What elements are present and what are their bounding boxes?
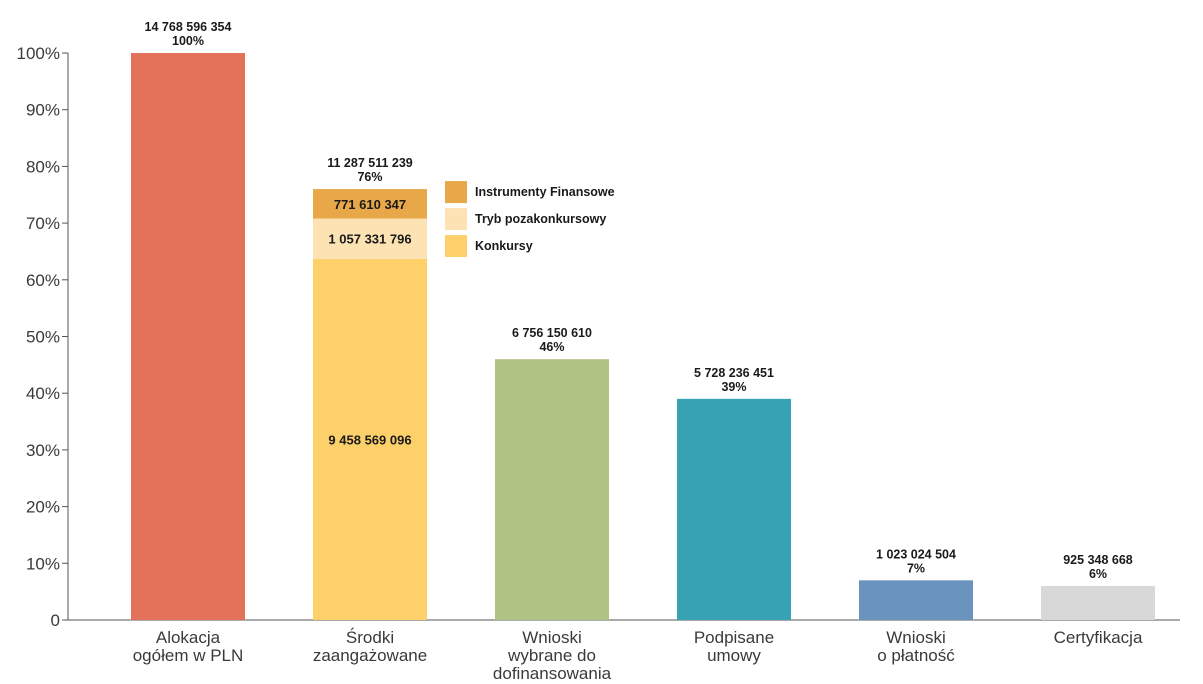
x-tick-label: Środki zaangażowane	[313, 628, 427, 665]
y-tick-label: 90%	[26, 101, 60, 120]
bar	[1041, 585, 1155, 620]
bar-amount-label: 14 768 596 354	[145, 20, 232, 34]
y-tick-label: 70%	[26, 214, 60, 233]
x-tick-label-line: Certyfikacja	[1054, 628, 1143, 647]
bar-segment	[313, 189, 427, 219]
legend: Instrumenty Finansowe Tryb pozakonkursowy…	[445, 181, 615, 258]
axes: 0 10% 20% 30% 40% 50% 60% 70% 80% 90% 100% Alokacja…	[17, 44, 1180, 683]
legend-label: Konkursy	[475, 239, 533, 253]
legend-swatch	[445, 181, 467, 204]
legend-label: Tryb pozakonkursowy	[475, 212, 606, 226]
bar	[859, 580, 973, 620]
x-tick-label-line: dofinansowania	[493, 664, 612, 683]
x-tick-label-line: ogółem w PLN	[133, 646, 244, 665]
bar-percent-label: 39%	[721, 380, 746, 394]
bars	[131, 53, 1155, 620]
bar	[677, 398, 791, 620]
x-tick-label-line: zaangażowane	[313, 646, 427, 665]
bar-percent-label: 76%	[357, 170, 382, 184]
bar-percent-label: 6%	[1089, 567, 1107, 581]
x-tick-label: Certyfikacja	[1054, 628, 1143, 647]
x-tick-label-line: Wnioski	[886, 628, 946, 647]
bar	[495, 359, 609, 620]
y-tick-label: 100%	[17, 44, 60, 63]
bar	[131, 53, 245, 620]
x-tick-label-line: Podpisane	[694, 628, 774, 647]
bar-amount-label: 1 023 024 504	[876, 547, 956, 561]
y-tick-label: 50%	[26, 328, 60, 347]
bar-amount-label: 5 728 236 451	[694, 366, 774, 380]
legend-swatch	[445, 235, 467, 258]
segment-value-label: 9 458 569 096	[328, 432, 411, 447]
bar-percent-label: 7%	[907, 561, 925, 575]
y-tick-label: 0	[51, 611, 60, 630]
bar-segment	[313, 218, 427, 259]
x-tick-label: Podpisane umowy	[694, 628, 774, 665]
bar-amount-label: 6 756 150 610	[512, 326, 592, 340]
y-tick-label: 10%	[26, 554, 60, 573]
segment-value-label: 1 057 331 796	[328, 232, 411, 247]
segment-value-label: 771 610 347	[334, 197, 406, 212]
x-tick-label-line: wybrane do	[507, 646, 596, 665]
x-tick-label: Wnioski wybrane do dofinansowania	[493, 628, 612, 683]
bar-amount-label: 11 287 511 239	[327, 156, 413, 170]
bar-percent-label: 46%	[539, 340, 564, 354]
x-tick-label: Wnioski o płatność	[877, 628, 955, 665]
x-tick-label-line: Wnioski	[522, 628, 582, 647]
legend-swatch	[445, 208, 467, 231]
y-tick-label: 40%	[26, 384, 60, 403]
x-tick-label-line: o płatność	[877, 646, 955, 665]
x-tick-label-line: Alokacja	[156, 628, 221, 647]
y-tick-label: 80%	[26, 157, 60, 176]
bar-amount-label: 925 348 668	[1063, 553, 1133, 567]
x-tick-label-line: Środki	[346, 628, 394, 647]
x-tick-label: Alokacja ogółem w PLN	[133, 628, 244, 665]
y-tick-label: 60%	[26, 271, 60, 290]
x-tick-label-line: umowy	[707, 646, 761, 665]
y-tick-label: 20%	[26, 498, 60, 517]
legend-label: Instrumenty Finansowe	[475, 185, 615, 199]
bar-segment	[313, 258, 427, 620]
bar-percent-label: 100%	[172, 34, 204, 48]
y-tick-label: 30%	[26, 441, 60, 460]
